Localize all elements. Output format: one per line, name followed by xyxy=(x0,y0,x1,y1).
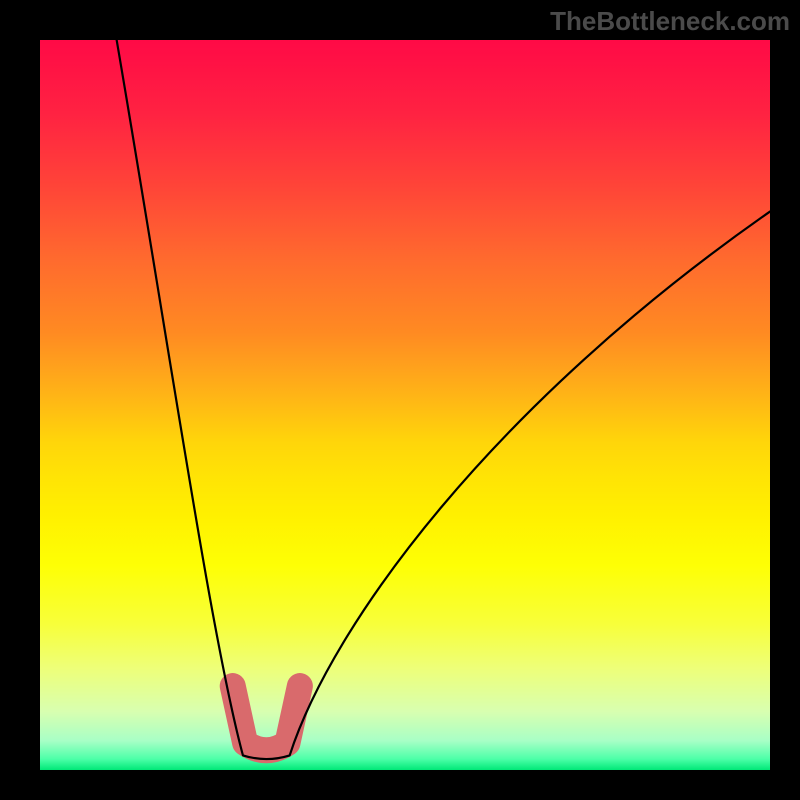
plot-background xyxy=(40,40,770,770)
bottleneck-chart xyxy=(0,0,800,800)
chart-container: TheBottleneck.com xyxy=(0,0,800,800)
watermark-text: TheBottleneck.com xyxy=(550,6,790,37)
